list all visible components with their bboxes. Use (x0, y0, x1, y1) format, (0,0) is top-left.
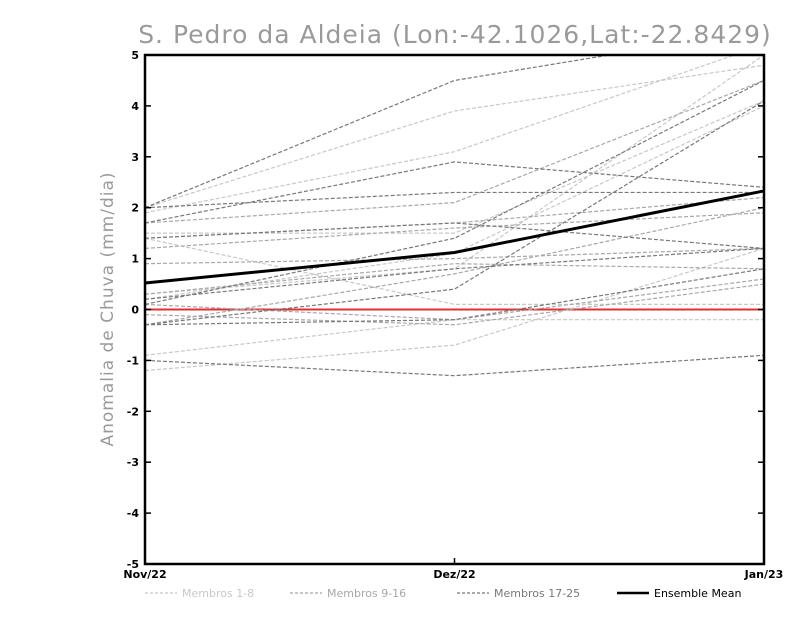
ensemble-mean-line (145, 189, 764, 285)
plot-series-group (145, 55, 764, 377)
member-series-line (145, 247, 764, 300)
x-axis-ticks: Nov/22 Dez/22 Jan/23 (123, 558, 783, 581)
y-tick-label: -3 (127, 456, 139, 469)
member-series-line (145, 354, 764, 377)
member-series-line (145, 64, 764, 209)
member-series-line (145, 191, 764, 209)
legend-label: Ensemble Mean (654, 587, 741, 600)
member-series-line (145, 55, 737, 214)
member-series-line (145, 100, 764, 326)
legend: Membros 1-8 Membros 9-16 Membros 17-25 Ense… (145, 587, 741, 600)
x-tick-label: Jan/23 (744, 568, 784, 581)
member-series-line (145, 268, 764, 326)
member-series-line (145, 247, 764, 265)
member-series-line (145, 55, 764, 295)
member-series-line (145, 222, 764, 250)
y-tick-label: 2 (131, 202, 139, 215)
member-series-line (145, 161, 764, 224)
member-series-line (145, 79, 764, 305)
member-series-line (145, 237, 764, 306)
member-series-line (145, 100, 764, 234)
chart-title: S. Pedro da Aldeia (Lon:-42.1026,Lat:-22… (138, 20, 772, 49)
y-tick-label: -4 (127, 507, 140, 520)
y-tick-label: 4 (131, 100, 139, 113)
legend-label: Membros 17-25 (494, 587, 580, 600)
member-series-line (145, 319, 764, 356)
member-series-line (145, 207, 764, 326)
member-series-line (145, 283, 764, 326)
member-series-line (145, 55, 613, 209)
y-tick-label: -2 (127, 405, 139, 418)
y-tick-label: 5 (131, 49, 139, 62)
y-axis-label: Anomalia de Chuva (mm/dia) (98, 171, 118, 446)
y-tick-label: -5 (127, 558, 139, 571)
y-tick-label: -1 (127, 354, 139, 367)
y-tick-label: 1 (131, 253, 139, 266)
y-tick-label: 3 (131, 151, 139, 164)
y-axis-ticks: -5 -4 -3 -2 -1 0 1 2 3 4 5 (127, 49, 764, 571)
legend-label: Membros 1-8 (182, 587, 254, 600)
x-tick-label: Dez/22 (433, 568, 475, 581)
member-series-line (145, 212, 764, 250)
member-series-line (145, 247, 764, 372)
member-series-line (145, 263, 764, 295)
legend-label: Membros 9-16 (327, 587, 406, 600)
y-tick-label: 0 (131, 304, 139, 317)
x-tick-label: Nov/22 (123, 568, 166, 581)
member-series-line (145, 79, 764, 224)
